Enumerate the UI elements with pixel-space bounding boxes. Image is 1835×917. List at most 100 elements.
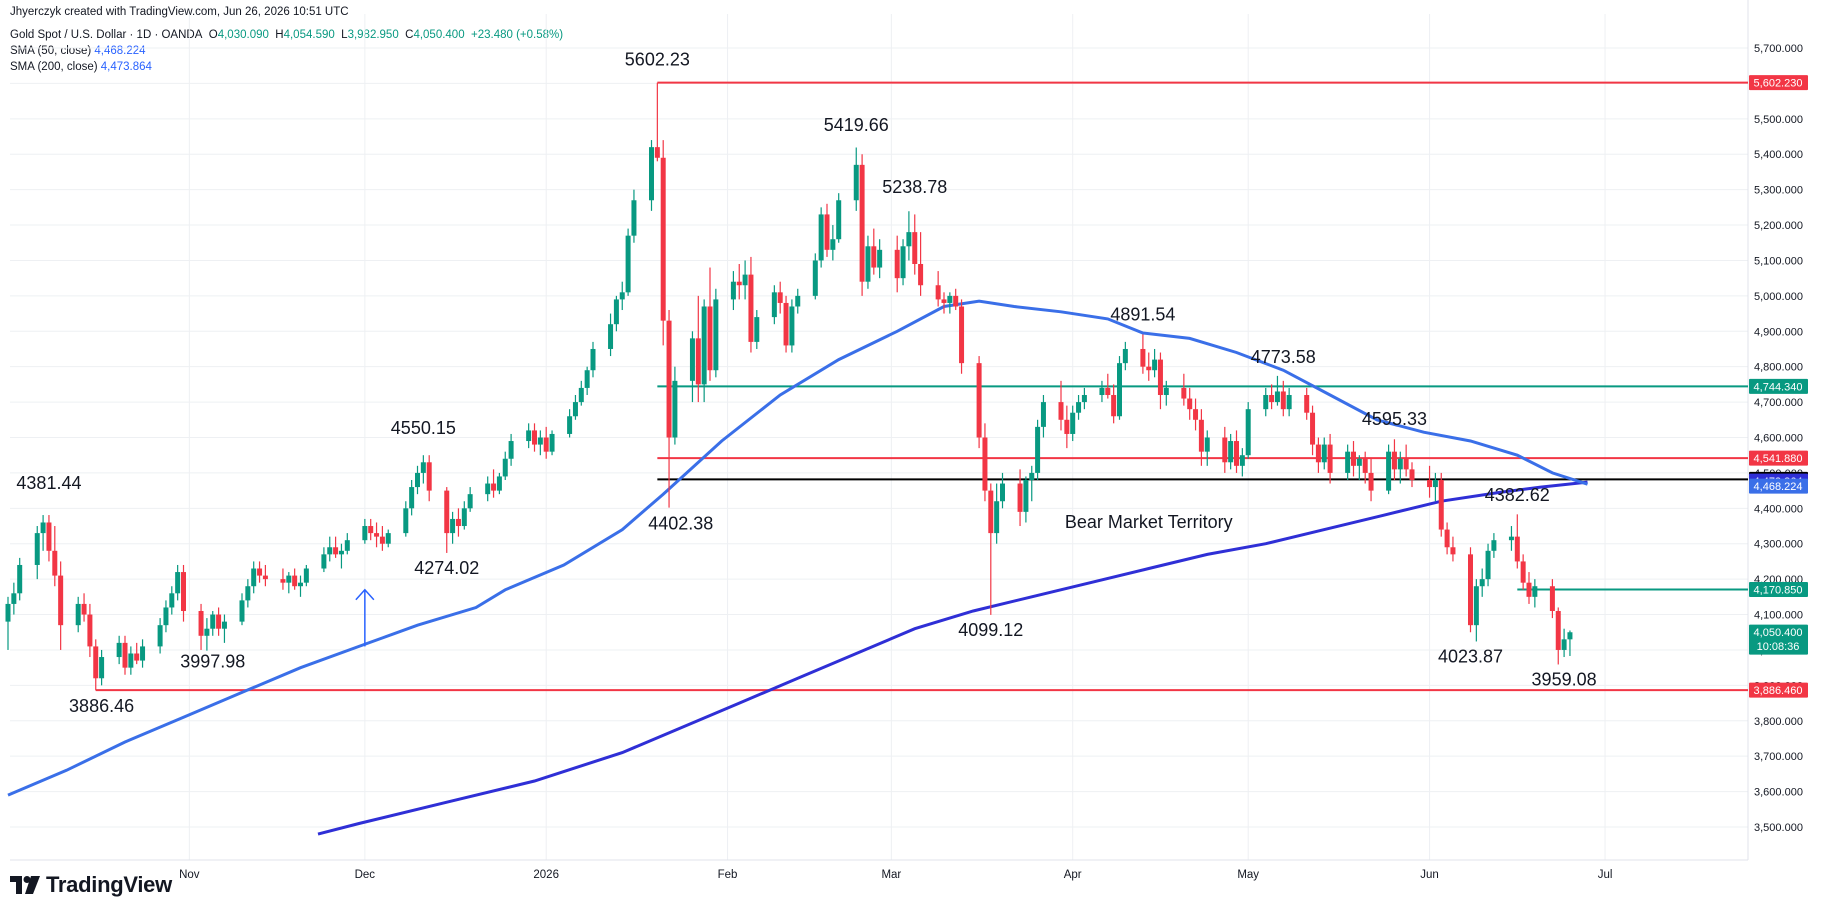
candle-body	[1187, 398, 1193, 410]
candle-body	[379, 536, 385, 544]
candle-down	[1140, 334, 1146, 374]
candle-body	[707, 306, 713, 371]
candle-body	[1362, 458, 1368, 473]
candle-body	[344, 540, 350, 551]
price-annotation: 3959.08	[1532, 669, 1597, 689]
candle-down	[859, 154, 865, 296]
candle-body	[17, 564, 23, 594]
candle-body	[1526, 582, 1532, 597]
price-tag-bg	[1749, 581, 1808, 597]
candle-up	[338, 543, 344, 569]
candle-body	[894, 249, 900, 279]
candle-body	[450, 518, 456, 534]
candle-body	[1351, 451, 1356, 466]
candle-body	[742, 274, 748, 286]
candle-up	[742, 260, 748, 300]
candle-down	[1234, 430, 1239, 473]
candle-up	[1099, 380, 1105, 403]
candle-body	[1234, 441, 1239, 466]
candle-up	[362, 518, 368, 544]
candle-down	[988, 483, 994, 615]
up-arrow-head	[355, 588, 375, 601]
candle-up	[1508, 526, 1514, 551]
candle-up	[298, 575, 303, 597]
candle-down	[426, 455, 432, 502]
candle-body	[140, 646, 146, 661]
candle-up	[947, 292, 953, 314]
tradingview-logo[interactable]: TradingView	[10, 872, 172, 898]
candle-down	[1064, 405, 1070, 449]
candle-up	[415, 465, 420, 495]
candle-down	[1222, 426, 1228, 473]
candle-body	[1105, 387, 1111, 396]
candle-up	[906, 211, 912, 261]
candle-body	[1064, 419, 1070, 434]
sma200-legend[interactable]: SMA (200, close) 4,473.864	[10, 61, 152, 73]
candle-down	[58, 561, 64, 650]
price-annotation: 4023.87	[1438, 646, 1503, 666]
price-tag-bg	[1749, 682, 1808, 698]
y-tick-label: 3,700.000	[1754, 751, 1803, 763]
candle-body	[836, 200, 842, 240]
candle-body	[1122, 348, 1128, 364]
candle-up	[590, 341, 596, 378]
candle-body	[198, 611, 204, 636]
candle-body	[649, 147, 654, 201]
candle-body	[239, 600, 245, 622]
candle-up	[1029, 465, 1035, 502]
candle-body	[526, 430, 532, 442]
candle-up	[537, 430, 543, 456]
candle-down	[912, 214, 918, 275]
candle-up	[812, 253, 818, 300]
candle-down	[1157, 352, 1163, 410]
candle-up	[672, 366, 678, 445]
candle-down	[824, 203, 830, 257]
candle-body	[1222, 437, 1228, 463]
candle-body	[286, 575, 292, 583]
candle-body	[1514, 536, 1520, 562]
candle-up	[830, 225, 836, 261]
candle-body	[1017, 483, 1023, 512]
candle-body	[666, 320, 672, 438]
candle-body	[409, 487, 415, 509]
candle-body	[672, 380, 678, 438]
candle-body	[549, 433, 555, 452]
candle-up	[1345, 444, 1351, 480]
candle-up	[5, 596, 11, 650]
candle-up	[1274, 375, 1280, 406]
candle-body	[994, 501, 1000, 534]
candle-body	[608, 324, 614, 349]
candle-body	[99, 657, 105, 679]
candle-body	[362, 526, 368, 541]
candle-up	[17, 557, 23, 601]
candle-down	[695, 295, 701, 403]
candle-body	[467, 494, 473, 509]
line-4744-tag: 4,744.340	[1749, 378, 1808, 394]
sma200-line	[317, 480, 1588, 836]
x-tick-label: 2026	[533, 869, 559, 881]
candle-up	[1386, 444, 1392, 495]
candle-down	[374, 522, 380, 548]
y-tick-label: 4,800.000	[1754, 362, 1803, 374]
candle-body	[578, 387, 584, 403]
candle-body	[75, 603, 81, 626]
candle-body	[982, 437, 988, 491]
candle-down	[1549, 579, 1555, 619]
price-annotation: 4402.38	[648, 514, 713, 534]
candle-up	[1035, 419, 1041, 480]
candle-body	[461, 508, 467, 527]
candle-down	[333, 536, 339, 558]
candle-body	[444, 490, 450, 534]
candle-down	[1526, 572, 1532, 604]
candle-body	[619, 292, 625, 300]
price-tag-text: 5,602.230	[1754, 78, 1803, 90]
candle-body	[1280, 391, 1286, 410]
annotations: 4381.44 3886.46 3997.98 4550.15 4274.02 5602.…	[16, 50, 1596, 716]
candle-up	[1163, 380, 1169, 406]
candle-down	[1280, 380, 1286, 417]
candle-down	[93, 639, 99, 691]
grid	[10, 14, 1748, 860]
candle-up	[608, 313, 614, 357]
price-annotation: 4381.44	[16, 473, 81, 493]
